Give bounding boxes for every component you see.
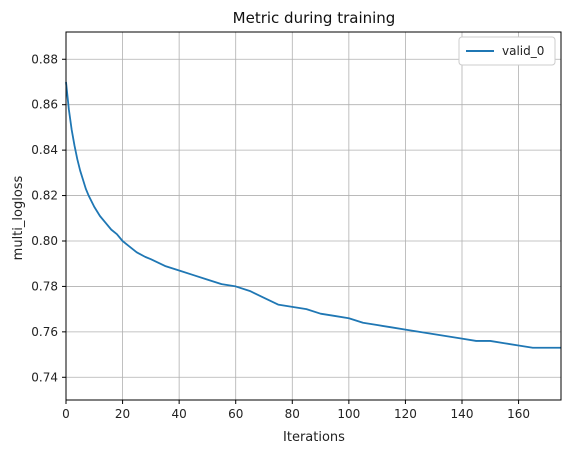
y-axis-label: multi_logloss xyxy=(11,175,26,260)
y-tick-label: 0.88 xyxy=(31,52,58,66)
plot-frame xyxy=(65,31,562,401)
x-tick-label: 160 xyxy=(507,407,530,421)
x-tick-label: 100 xyxy=(337,407,360,421)
y-tick-label: 0.86 xyxy=(31,98,58,112)
x-tick-label: 0 xyxy=(62,407,70,421)
y-tick-label: 0.78 xyxy=(31,279,58,293)
legend-label-valid_0: valid_0 xyxy=(502,44,544,58)
grid xyxy=(65,32,561,400)
series-line-valid_0 xyxy=(65,81,561,349)
x-tick-label: 80 xyxy=(285,407,300,421)
x-tick-label: 40 xyxy=(172,407,187,421)
y-tick-label: 0.82 xyxy=(31,189,58,203)
y-tick-label: 0.84 xyxy=(31,143,58,157)
x-tick-label: 20 xyxy=(115,407,130,421)
chart-title: Metric during training xyxy=(233,9,396,27)
plot-area xyxy=(65,81,561,349)
x-tick-label: 120 xyxy=(394,407,417,421)
legend: valid_0 xyxy=(458,36,556,66)
y-tick-label: 0.80 xyxy=(31,234,58,248)
x-tick-label: 140 xyxy=(451,407,474,421)
y-tick-label: 0.76 xyxy=(31,325,58,339)
x-axis: 0 20 40 60 80 100 120 140 160 xyxy=(62,400,530,421)
y-tick-label: 0.74 xyxy=(31,370,58,384)
x-tick-label: 60 xyxy=(228,407,243,421)
y-axis: 0.74 0.76 0.78 0.80 0.82 0.84 0.86 0.88 xyxy=(31,52,66,384)
legend-box xyxy=(458,36,556,66)
x-axis-label: Iterations xyxy=(283,430,345,445)
